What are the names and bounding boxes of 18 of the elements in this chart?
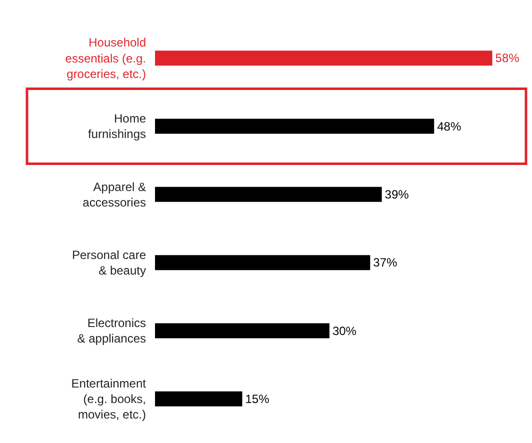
bar bbox=[155, 186, 382, 202]
bar bbox=[155, 323, 330, 338]
data-label: 15% bbox=[245, 392, 270, 406]
y-tick-label: Entertainment (e.g. books, movies, etc.) bbox=[71, 376, 147, 422]
data-label: 37% bbox=[373, 256, 398, 270]
bar bbox=[155, 255, 370, 270]
bar bbox=[155, 391, 242, 406]
y-tick-label: Home furnishings bbox=[88, 112, 146, 142]
data-label: 39% bbox=[384, 187, 410, 202]
data-label: 58% bbox=[495, 51, 520, 66]
y-tick-label: Apparel & accessories bbox=[82, 180, 146, 210]
y-tick-label: Electronics & appliances bbox=[77, 316, 146, 346]
bar bbox=[155, 118, 434, 134]
y-tick-label: Household essentials (e.g. groceries, etc.) bbox=[65, 36, 146, 81]
data-label: 48% bbox=[437, 119, 462, 134]
y-tick-label: Personal care & beauty bbox=[72, 248, 146, 278]
bar bbox=[155, 50, 492, 66]
data-label: 30% bbox=[332, 324, 357, 338]
